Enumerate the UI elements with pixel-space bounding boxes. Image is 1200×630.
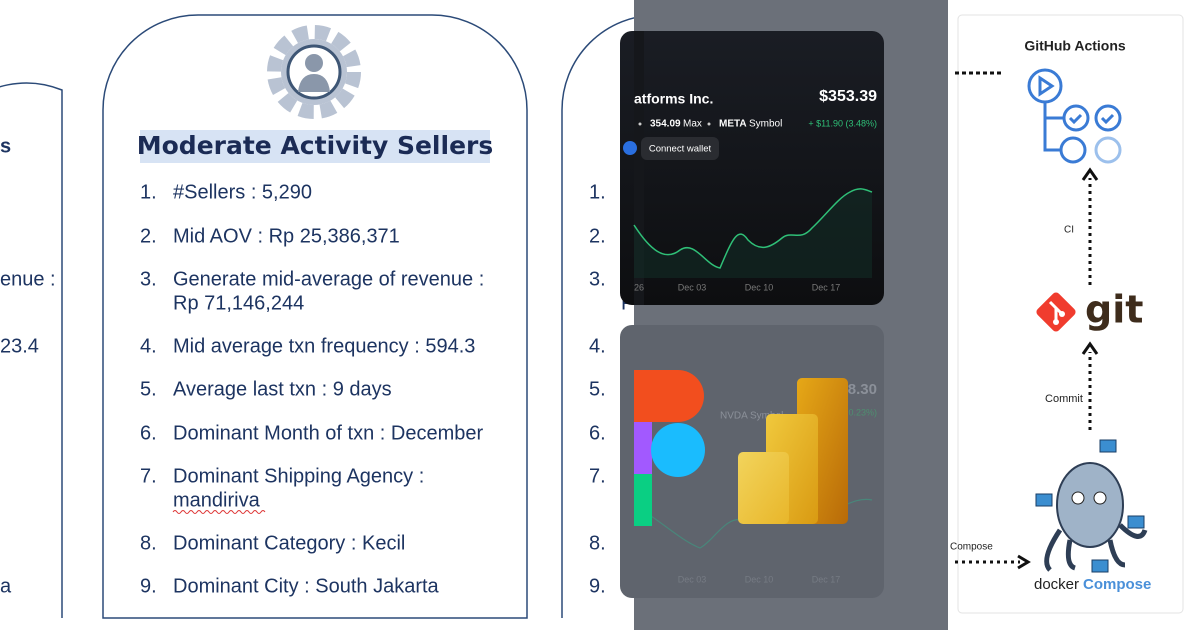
- fragment: 23.4: [0, 335, 39, 357]
- wallet-dot: [623, 141, 637, 155]
- left-card: [0, 82, 63, 618]
- item-number: 2.: [140, 225, 157, 247]
- compose-caption: Compose: [950, 542, 993, 553]
- item-text: Average last txn : 9 days: [173, 378, 392, 400]
- ci-label: CI: [1064, 225, 1074, 236]
- item-number: 9.: [140, 575, 157, 597]
- item-text: Mid average txn frequency : 594.3: [173, 335, 475, 357]
- commit-label: Commit: [1045, 393, 1083, 405]
- x-label: Dec 03: [678, 282, 707, 292]
- x-label: Dec 17: [812, 282, 841, 292]
- item-number: 8.: [140, 532, 157, 554]
- symbol-label: Symbol: [749, 119, 782, 130]
- company: atforms Inc.: [634, 91, 713, 107]
- item-text: Generate mid-average of revenue :: [173, 268, 484, 290]
- item-number: 6.: [589, 422, 606, 444]
- powerbi-logo: [738, 378, 848, 524]
- item-text: #Sellers : 5,290: [173, 181, 312, 203]
- git-label: git: [1085, 288, 1143, 332]
- item-number: 3.: [589, 268, 606, 290]
- x-label: Dec 17: [812, 574, 841, 584]
- item-number: 9.: [589, 575, 606, 597]
- sellers-panel: Moderate Activity Sellers s enue : 23.4 a 1…: [0, 14, 658, 619]
- gear-icon: [267, 25, 361, 119]
- fragment: s: [0, 135, 11, 157]
- item-number: 4.: [589, 335, 606, 357]
- title-highlight: [140, 130, 490, 163]
- symbol-faded: NVDA Symbol: [720, 411, 783, 422]
- docker-label: docker: [1034, 576, 1079, 593]
- item-text: Dominant City : South Jakarta: [173, 575, 440, 597]
- devops-panel: GitHub Actions CI git Commit: [948, 0, 1200, 630]
- max-value: 354.09: [650, 119, 681, 130]
- item-text: Mid AOV : Rp 25,386,371: [173, 225, 400, 247]
- main-card: [102, 14, 528, 619]
- item-number: 2.: [589, 225, 606, 247]
- chart-area: [634, 188, 872, 278]
- item-text: Rp 71,146,244: [173, 292, 304, 314]
- change: + $11.90 (3.48%): [808, 118, 877, 128]
- arrow-head: [1017, 554, 1031, 570]
- item-number: 7.: [589, 465, 606, 487]
- item-number: 8.: [589, 532, 606, 554]
- item-number: 7.: [140, 465, 157, 487]
- price: $353.39: [819, 88, 877, 105]
- item-text: mandiriva: [173, 489, 261, 511]
- fragment: a: [0, 575, 12, 597]
- item-number: 3.: [140, 268, 157, 290]
- button-label[interactable]: Connect wallet: [649, 144, 712, 155]
- actions-icon: [1027, 68, 1122, 164]
- item-text: Dominant Shipping Agency :: [173, 465, 424, 487]
- item-number: 1.: [140, 181, 157, 203]
- x-label: Dec 03: [678, 574, 707, 584]
- item-text: Dominant Month of txn : December: [173, 422, 483, 444]
- item-text: Dominant Category : Kecil: [173, 532, 405, 554]
- item-number: 4.: [140, 335, 157, 357]
- diagram-title: GitHub Actions: [1024, 38, 1126, 54]
- git-logo: [1036, 292, 1076, 332]
- x-labels-faded: Dec 03 Dec 10 Dec 17: [678, 574, 841, 584]
- main-list: 1. #Sellers : 5,290 2. Mid AOV : Rp 25,386,…: [140, 181, 484, 597]
- connect-button[interactable]: [641, 137, 719, 160]
- card-title: Moderate Activity Sellers: [137, 131, 493, 160]
- figma-logo: [634, 370, 705, 526]
- left-fragments: s enue : 23.4 a: [0, 135, 56, 597]
- card-edge: [634, 31, 644, 305]
- item-number: 6.: [140, 422, 157, 444]
- x-label: 26: [634, 282, 644, 292]
- item-number: 5.: [140, 378, 157, 400]
- max-label: Max: [683, 119, 702, 130]
- spell-underline: [172, 510, 266, 514]
- item-number: 5.: [589, 378, 606, 400]
- arrow-head: [1081, 341, 1099, 355]
- change-faded: 0.23%): [848, 407, 877, 417]
- dot: [638, 122, 642, 126]
- dot: [707, 122, 711, 126]
- frame: [957, 14, 1184, 614]
- chart-line: [633, 188, 873, 269]
- fragment: enue :: [0, 268, 56, 290]
- docker-octopus: [1035, 439, 1148, 573]
- x-label: Dec 10: [745, 282, 774, 292]
- stock-panel: atforms Inc. $353.39 354.09 Max META Sym…: [620, 0, 948, 630]
- symbol-value: META: [719, 119, 747, 130]
- arrow-head: [1081, 167, 1099, 181]
- compose-label: Compose: [1083, 576, 1151, 593]
- item-number: 1.: [589, 181, 606, 203]
- x-labels: 26 Dec 03 Dec 10 Dec 17: [634, 282, 840, 292]
- price-faded: 8.30: [848, 381, 877, 398]
- x-label: Dec 10: [745, 574, 774, 584]
